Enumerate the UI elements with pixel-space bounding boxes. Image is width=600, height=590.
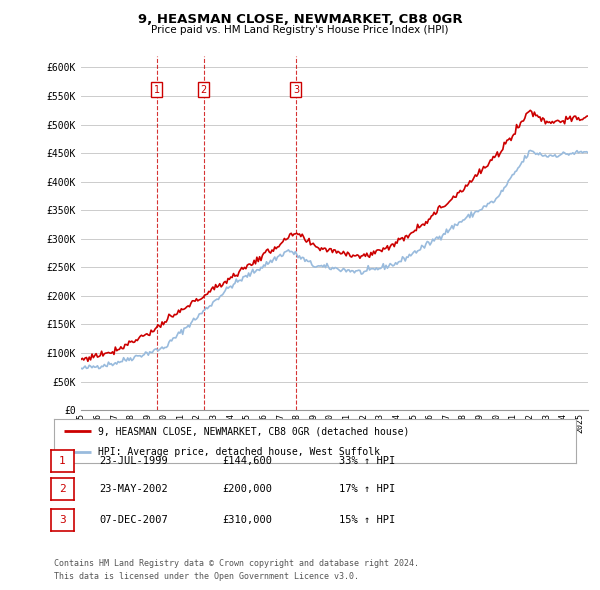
- Text: 23-MAY-2002: 23-MAY-2002: [99, 484, 168, 494]
- Text: 07-DEC-2007: 07-DEC-2007: [99, 515, 168, 525]
- Text: 33% ↑ HPI: 33% ↑ HPI: [339, 456, 395, 466]
- Text: £310,000: £310,000: [222, 515, 272, 525]
- Text: 2: 2: [201, 85, 207, 94]
- Text: This data is licensed under the Open Government Licence v3.0.: This data is licensed under the Open Gov…: [54, 572, 359, 581]
- Text: 1: 1: [59, 456, 66, 466]
- Text: 3: 3: [293, 85, 299, 94]
- Text: 17% ↑ HPI: 17% ↑ HPI: [339, 484, 395, 494]
- Text: 3: 3: [59, 515, 66, 525]
- Text: Price paid vs. HM Land Registry's House Price Index (HPI): Price paid vs. HM Land Registry's House …: [151, 25, 449, 35]
- Text: 2: 2: [59, 484, 66, 494]
- Text: £200,000: £200,000: [222, 484, 272, 494]
- Text: 15% ↑ HPI: 15% ↑ HPI: [339, 515, 395, 525]
- Text: 1: 1: [154, 85, 160, 94]
- Text: 23-JUL-1999: 23-JUL-1999: [99, 456, 168, 466]
- Text: 9, HEASMAN CLOSE, NEWMARKET, CB8 0GR: 9, HEASMAN CLOSE, NEWMARKET, CB8 0GR: [137, 13, 463, 26]
- Text: 9, HEASMAN CLOSE, NEWMARKET, CB8 0GR (detached house): 9, HEASMAN CLOSE, NEWMARKET, CB8 0GR (de…: [98, 427, 410, 436]
- Text: HPI: Average price, detached house, West Suffolk: HPI: Average price, detached house, West…: [98, 447, 380, 457]
- Text: Contains HM Land Registry data © Crown copyright and database right 2024.: Contains HM Land Registry data © Crown c…: [54, 559, 419, 568]
- Text: £144,600: £144,600: [222, 456, 272, 466]
